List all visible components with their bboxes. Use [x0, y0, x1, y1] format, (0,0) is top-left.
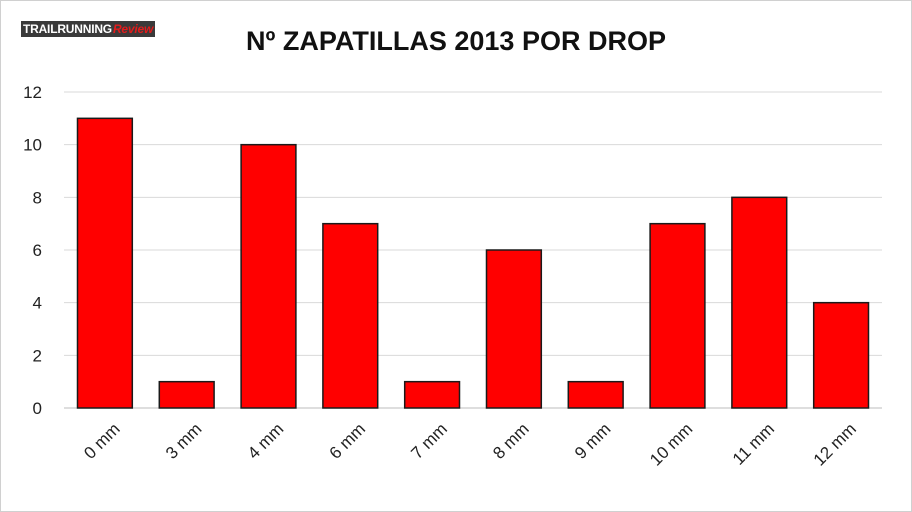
trailrunning-review-logo: TRAILRUNNING Review: [21, 20, 156, 37]
bar: [567, 380, 624, 409]
x-tick-label: 4 mm: [244, 419, 287, 462]
x-tick-label: 7 mm: [407, 419, 450, 462]
y-tick-label: 6: [33, 241, 42, 260]
x-tick-label: 3 mm: [162, 419, 205, 462]
bar: [322, 222, 379, 409]
y-tick-label: 0: [33, 399, 42, 418]
x-tick-label: 6 mm: [326, 419, 369, 462]
chart-title: Nº ZAPATILLAS 2013 POR DROP: [246, 26, 666, 56]
bar: [812, 301, 870, 409]
y-tick-label: 2: [33, 346, 42, 365]
logo-text-accent: Review: [112, 20, 156, 37]
bar: [649, 222, 706, 409]
x-tick-label: 0 mm: [80, 419, 123, 462]
bar: [403, 380, 461, 409]
y-tick-label: 4: [33, 294, 42, 313]
x-tick-label: 8 mm: [489, 419, 532, 462]
x-tick-label: 10 mm: [646, 419, 696, 469]
bar: [485, 249, 543, 409]
y-tick-label: 10: [23, 136, 42, 155]
x-tick-label: 12 mm: [810, 419, 860, 469]
x-tick-label: 11 mm: [729, 419, 778, 468]
bar: [76, 117, 134, 409]
y-tick-label: 12: [23, 83, 42, 102]
bar: [731, 196, 788, 409]
bar: [240, 143, 297, 409]
bar: [158, 380, 215, 409]
y-tick-label: 8: [33, 188, 42, 207]
x-tick-label: 9 mm: [571, 419, 614, 462]
logo-text-main: TRAILRUNNING: [21, 20, 113, 37]
